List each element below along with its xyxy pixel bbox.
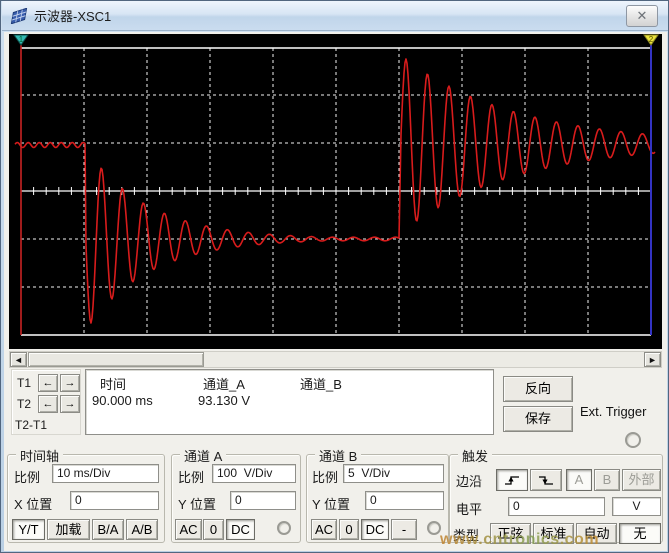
- trigger-rising-edge-button[interactable]: [496, 469, 528, 491]
- t2-marker[interactable]: 2: [649, 35, 654, 44]
- t1-label: T1: [17, 376, 32, 390]
- cursor-panel: T1 ← → T2 ← → T2-T1: [11, 369, 81, 435]
- readout-header-channel-a: 通道_A: [203, 377, 245, 392]
- trigger-type-none-button[interactable]: 无: [619, 523, 661, 544]
- multisim-icon: [10, 7, 28, 24]
- scope-scrollbar[interactable]: ◄ ►: [9, 351, 662, 368]
- timebase-add-button[interactable]: 加载: [47, 519, 90, 540]
- timebase-ba-button[interactable]: B/A: [92, 519, 124, 540]
- channel-b-group: 通道 B 比例 5 V/Div Y 位置 0 AC 0 DC -: [306, 446, 449, 543]
- trigger-type-label: 类型: [453, 525, 479, 544]
- trigger-source-a-button[interactable]: A: [566, 469, 592, 491]
- channel-b-ypos-label: Y 位置: [312, 497, 351, 512]
- trigger-falling-edge-button[interactable]: [530, 469, 562, 491]
- trigger-level-label: 电平: [456, 502, 483, 517]
- channel-a-scale-input[interactable]: 100 V/Div: [212, 464, 296, 483]
- timebase-scale-input[interactable]: 10 ms/Div: [52, 464, 159, 483]
- channel-a-group: 通道 A 比例 100 V/Div Y 位置 0 AC 0 DC: [171, 446, 301, 543]
- trigger-level-input[interactable]: 0: [508, 497, 605, 516]
- timebase-group-title: 时间轴: [16, 446, 64, 465]
- trigger-level-unit[interactable]: V: [612, 497, 661, 516]
- t1-left-button[interactable]: ←: [38, 374, 58, 392]
- scroll-left-button[interactable]: ◄: [10, 352, 27, 367]
- close-button[interactable]: ✕: [626, 5, 658, 27]
- trigger-edge-label: 边沿: [456, 474, 483, 489]
- channel-a-ypos-label: Y 位置: [178, 497, 217, 512]
- trigger-type-normal-button[interactable]: 标准: [533, 523, 574, 544]
- t1-marker[interactable]: 1: [19, 35, 24, 44]
- falling-edge-icon: [539, 476, 553, 485]
- scroll-right-button[interactable]: ►: [644, 352, 661, 367]
- readout-time-value: 90.000 ms: [92, 393, 153, 408]
- trigger-group: 触发 边沿 A B 外部 电平 0 V 类型 正弦 标准: [449, 446, 663, 544]
- save-button[interactable]: 保存: [503, 406, 573, 432]
- scrollbar-thumb[interactable]: [28, 352, 204, 367]
- readout-header-time: 时间: [100, 377, 127, 392]
- timebase-scale-label: 比例: [14, 470, 41, 485]
- channel-a-ypos-input[interactable]: 0: [230, 491, 296, 510]
- trigger-type-auto-button[interactable]: 自动: [576, 523, 617, 544]
- reverse-button[interactable]: 反向: [503, 376, 573, 402]
- rising-edge-icon: [505, 476, 519, 485]
- timebase-xpos-label: X 位置: [14, 497, 53, 512]
- channel-b-ac-button[interactable]: AC: [311, 519, 337, 540]
- t2-label: T2: [17, 397, 32, 411]
- channel-a-ac-button[interactable]: AC: [175, 519, 202, 540]
- t2-right-button[interactable]: →: [60, 395, 80, 413]
- channel-a-dc-button[interactable]: DC: [226, 519, 255, 540]
- readout-header-channel-b: 通道_B: [300, 377, 342, 392]
- channel-a-group-title: 通道 A: [180, 446, 227, 465]
- channel-a-scale-label: 比例: [178, 470, 205, 485]
- trigger-type-sine-button[interactable]: 正弦: [490, 523, 531, 544]
- channel-b-group-title: 通道 B: [315, 446, 362, 465]
- trigger-source-ext-button[interactable]: 外部: [622, 469, 661, 491]
- readout-channel-a-value: 93.130 V: [198, 393, 251, 408]
- timebase-xpos-input[interactable]: 0: [70, 491, 159, 510]
- trigger-group-title: 触发: [458, 446, 493, 465]
- timebase-yt-button[interactable]: Y/T: [12, 519, 45, 540]
- trigger-source-b-button[interactable]: B: [594, 469, 620, 491]
- t1-right-button[interactable]: →: [60, 374, 80, 392]
- channel-b-minus-button[interactable]: -: [391, 519, 417, 540]
- channel-a-connector[interactable]: [277, 521, 291, 535]
- readout-box: 时间 通道_A 通道_B 90.000 ms 93.130 V: [85, 369, 494, 435]
- channel-b-scale-input[interactable]: 5 V/Div: [343, 464, 444, 483]
- window-title: 示波器-XSC1: [34, 9, 112, 24]
- channel-b-scale-label: 比例: [312, 470, 339, 485]
- channel-b-ypos-input[interactable]: 0: [365, 491, 444, 510]
- channel-a-zero-button[interactable]: 0: [203, 519, 224, 540]
- channel-b-zero-button[interactable]: 0: [339, 519, 359, 540]
- channel-b-dc-button[interactable]: DC: [361, 519, 389, 540]
- channel-b-connector[interactable]: [427, 521, 441, 535]
- timebase-ab-button[interactable]: A/B: [126, 519, 158, 540]
- ext-trigger-connector[interactable]: [625, 432, 641, 448]
- timebase-group: 时间轴 比例 10 ms/Div X 位置 0 Y/T 加载 B/A A/B: [7, 446, 165, 543]
- ext-trigger-label: Ext. Trigger: [580, 404, 647, 419]
- title-bar[interactable]: 示波器-XSC1 ✕: [2, 1, 668, 31]
- watermark: www.cntronics.com: [440, 531, 668, 549]
- t2-t1-label: T2-T1: [15, 418, 48, 432]
- t2-left-button[interactable]: ←: [38, 395, 58, 413]
